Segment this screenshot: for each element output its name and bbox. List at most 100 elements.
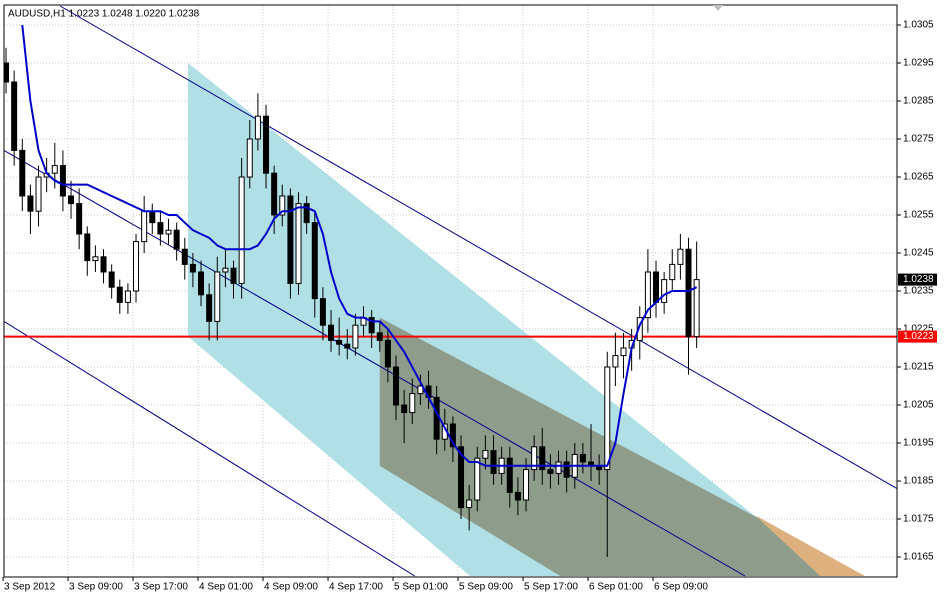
candle-body	[149, 210, 156, 224]
candle-body	[214, 271, 221, 322]
candle-body	[547, 469, 554, 474]
candle-body	[173, 229, 180, 250]
last-price-box	[898, 273, 937, 286]
candle-body	[368, 317, 375, 334]
candle-body	[685, 248, 692, 338]
candle-body	[141, 210, 148, 243]
y-tick-label: 1.0165	[903, 552, 934, 563]
candle-body	[84, 233, 91, 262]
candle-body	[206, 294, 213, 322]
candle-body	[51, 165, 58, 174]
y-tick-label: 1.0205	[903, 400, 934, 411]
candle-body	[76, 203, 83, 235]
candle-body	[653, 271, 660, 303]
y-tick-label: 1.0235	[903, 286, 934, 297]
y-tick-label: 1.0275	[903, 134, 934, 145]
x-tick-label: 3 Sep 17:00	[134, 582, 188, 593]
candle-body	[661, 279, 668, 303]
y-tick-label: 1.0215	[903, 362, 934, 373]
candle-body	[189, 263, 196, 273]
candle-body	[287, 195, 294, 284]
candle-body	[11, 81, 18, 151]
candle-body	[466, 499, 473, 509]
candle-body	[506, 457, 513, 493]
candle-body	[303, 203, 310, 224]
candle-body	[319, 298, 326, 326]
candle-body	[458, 446, 465, 509]
candle-body	[222, 267, 229, 273]
y-tick-label: 1.0295	[903, 58, 934, 69]
y-tick-label: 1.0195	[903, 438, 934, 449]
candle-body	[311, 222, 318, 300]
channel-area	[755, 515, 865, 576]
candle-body	[449, 423, 456, 448]
candle-body	[92, 256, 99, 262]
candle-body	[59, 165, 66, 197]
candle-body	[100, 256, 107, 273]
candle-body	[271, 172, 278, 216]
x-tick-label: 4 Sep 01:00	[199, 582, 253, 593]
y-tick-label: 1.0245	[903, 248, 934, 259]
candle-body	[108, 271, 115, 288]
y-tick-label: 1.0305	[903, 20, 934, 31]
candle-body	[669, 263, 676, 281]
candle-body	[612, 355, 619, 368]
candle-body	[336, 339, 343, 345]
x-tick-label: 4 Sep 17:00	[329, 582, 383, 593]
candle-body	[579, 453, 586, 463]
y-tick-label: 1.0265	[903, 172, 934, 183]
x-tick-label: 4 Sep 09:00	[264, 582, 318, 593]
trendline	[4, 149, 746, 577]
candle-body	[514, 491, 521, 501]
candle-body	[636, 317, 643, 341]
y-tick-label: 1.0285	[903, 96, 934, 107]
candle-body	[555, 461, 562, 474]
candle-body	[620, 347, 627, 357]
x-tick-label: 5 Sep 17:00	[524, 582, 578, 593]
x-tick-label: 3 Sep 09:00	[69, 582, 123, 593]
y-tick-label: 1.0255	[903, 210, 934, 221]
last-price-label: 1.0238	[903, 274, 934, 285]
candle-body	[124, 290, 131, 303]
x-tick-label: 5 Sep 09:00	[459, 582, 513, 593]
channel-area	[188, 63, 830, 576]
trendline	[4, 320, 415, 577]
candle-body	[376, 332, 383, 341]
candle-body	[279, 195, 286, 216]
y-tick-label: 1.0175	[903, 514, 934, 525]
shift-marker	[713, 5, 723, 11]
candle-body	[531, 446, 538, 471]
candle-body	[677, 248, 684, 265]
candle-body	[198, 271, 205, 296]
candle-body	[474, 457, 481, 501]
candle-body	[433, 396, 440, 440]
candle-body	[27, 195, 34, 212]
candle-body	[539, 446, 546, 471]
candle-body	[133, 241, 140, 292]
y-tick-label: 1.0185	[903, 476, 934, 487]
x-tick-label: 6 Sep 01:00	[589, 582, 643, 593]
candle-body	[604, 366, 611, 471]
candle-body	[384, 339, 391, 368]
candle-body	[157, 222, 164, 235]
candle-body	[693, 279, 700, 338]
level-box	[898, 330, 937, 343]
x-tick-label: 3 Sep 2012	[4, 582, 56, 593]
candle-body	[417, 385, 424, 395]
level-label: 1.0223	[903, 331, 934, 342]
candle-body	[181, 248, 188, 265]
candle-body	[4, 62, 10, 83]
candle-body	[644, 271, 651, 319]
candle-body	[35, 176, 42, 212]
candle-body	[19, 149, 26, 197]
candle-body	[328, 324, 335, 341]
candle-body	[68, 195, 75, 205]
candle-body	[490, 450, 497, 474]
candle-body	[246, 138, 253, 178]
candle-body	[352, 324, 359, 349]
candle-body	[254, 115, 261, 140]
candle-body	[482, 450, 489, 459]
candle-body	[165, 229, 172, 235]
